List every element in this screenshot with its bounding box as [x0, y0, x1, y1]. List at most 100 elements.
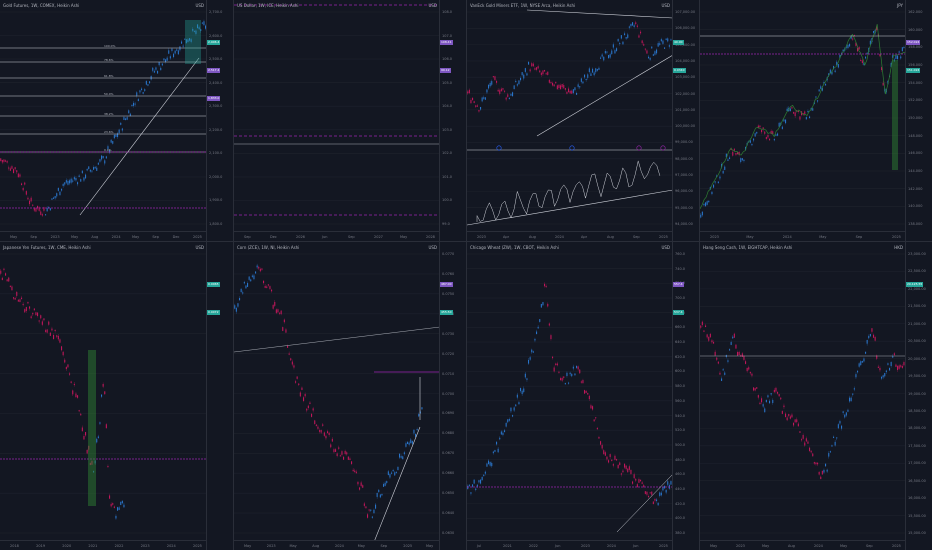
y-tick-label: 146.000 [908, 151, 923, 156]
y-tick-label: 22,000.00 [908, 286, 926, 291]
x-tick-label: Jun [633, 544, 639, 548]
chart-panel-hsi[interactable]: Hang Seng Cash, 1W, EIGHTCAP, Heikin Ash… [700, 242, 932, 550]
x-tick-label: 2024 [555, 235, 564, 239]
x-tick-label: 2025 [403, 544, 413, 548]
y-tick-label: 21,000.00 [908, 321, 926, 326]
chart-panel-yen[interactable]: Japanese Yen Futures, 1W, CME, Heikin As… [0, 242, 233, 550]
x-tick-label: 2022 [114, 544, 124, 548]
price-axis[interactable]: 23,000.00 22,500.00 22,000.00 21,500.00 21,0… [905, 242, 932, 550]
price-axis[interactable]: 2,700.0 2,600.0 2,500.0 2,400.0 2,300.0 2,200… [206, 0, 233, 241]
plot-area-wheat[interactable] [467, 242, 673, 541]
price-tag: 99.12 [440, 68, 451, 73]
price-tag: 487.00 [440, 282, 453, 287]
plot-area-corn[interactable] [234, 242, 440, 541]
price-tag: 108.41 [440, 40, 453, 45]
x-tick-label: 2024 [607, 544, 616, 548]
x-tick-label: May [289, 544, 297, 548]
y-tick-label: 480.0 [675, 457, 686, 462]
y-tick-label: 107,000.00 [675, 10, 696, 14]
y-tick-label: 19,000.00 [908, 391, 926, 396]
time-axis[interactable]: Jul 2021 2022 Jun 2023 2024 Jun 2025 [467, 540, 673, 550]
chart-panel-usdjpy[interactable]: JPY 162.000 160.000 158.000 156.000 154.000 15… [700, 0, 932, 241]
time-axis[interactable]: 2023 Apr Aug 2024 Apr Aug Sep 2025 [467, 231, 673, 241]
plot-area-yen[interactable] [0, 242, 207, 541]
y-tick-label: 16,500.00 [908, 478, 926, 483]
y-tick-label: 105.0 [442, 80, 453, 85]
x-tick-label: May [710, 544, 718, 548]
y-tick-label: 99,000.00 [675, 140, 693, 145]
price-axis[interactable]: 107,000.00 106,000.00 105,000.00 104,000.00… [672, 0, 699, 241]
time-axis[interactable]: 2023 May 2024 May Sep 2025 [700, 231, 906, 241]
chart-panel-miners[interactable]: VanEck Gold Miners ETF, 1W, NYSE Arca, H… [467, 0, 699, 241]
x-tick-label: May [10, 235, 18, 239]
x-tick-label: 2024 [782, 235, 792, 239]
y-tick-label: 23,000.00 [908, 252, 926, 256]
y-tick-label: 0.0710 [442, 371, 455, 376]
col-separator-3 [699, 0, 700, 550]
fib-label: 100.0% [104, 44, 116, 48]
y-tick-label: 17,000.00 [908, 461, 926, 466]
price-axis[interactable]: 0.07700.07600.07500.07400.07300.07200.07… [439, 242, 466, 550]
chart-panel-wheat[interactable]: Chicago Wheat (ZW), 1W, CBOT, Heikin Ash… [467, 242, 699, 550]
y-tick-label: 2,400.0 [209, 80, 223, 85]
panel-title: Gold Futures, 1W, COMEX, Heikin Ashi [3, 3, 80, 8]
plot-area-gold[interactable] [0, 0, 207, 232]
panel-title: Japanese Yen Futures, 1W, CME, Heikin As… [3, 245, 91, 250]
trend-line [79, 57, 200, 216]
short-position-box [892, 60, 898, 170]
price-tag: 0.0340 [673, 68, 686, 73]
y-tick-label: 660.0 [675, 325, 686, 330]
y-tick-label: 106.0 [442, 57, 453, 62]
x-tick-label: Aug [529, 235, 536, 239]
y-tick-label: 2,600.0 [209, 33, 223, 38]
time-axis[interactable]: Sep Dec 2026 Jun Sep 2027 May 2028 [234, 231, 440, 241]
plot-area-hsi[interactable] [700, 242, 906, 541]
y-tick-label: 0.0720 [442, 351, 455, 356]
chart-panel-dxy[interactable]: US Dollar, 1W, ICE, Heikin Ashi USD 108.0 1… [234, 0, 466, 241]
x-tick-label: 2023 [581, 544, 590, 548]
x-tick-label: 2023 [736, 544, 745, 548]
y-tick-label: 100,000.00 [675, 124, 696, 129]
col-separator-1 [233, 0, 234, 550]
x-tick-label: Sep [30, 235, 37, 239]
trend-line [616, 473, 673, 533]
x-tick-label: Aug [788, 544, 795, 548]
plot-area-usdjpy[interactable] [700, 0, 906, 232]
price-axis[interactable]: 0.0065 0.0072 [206, 242, 233, 550]
currency-label: USD [195, 3, 204, 8]
fib-label: 0.0% [104, 148, 112, 152]
plot-area-dxy[interactable] [234, 0, 440, 232]
time-axis[interactable]: 2018 2019 2020 2021 2022 2023 2024 2025 [0, 540, 207, 550]
time-axis[interactable]: May Sep 2023 May Aug 2024 May Sep Dec 2025 [0, 231, 207, 241]
x-tick-label: 2023 [140, 544, 150, 548]
x-tick-label: May [244, 544, 252, 548]
y-tick-label: 160.000 [908, 27, 923, 32]
y-tick-label: 19,500.00 [908, 374, 926, 379]
x-tick-label: 2023 [477, 235, 486, 239]
price-axis[interactable]: 760.0740.0720.0700.0680.0660.0640.0620.0… [672, 242, 699, 550]
price-tag: 151.024 [906, 68, 921, 73]
fib-label: 23.6% [104, 130, 114, 134]
y-tick-label: 158.000 [908, 45, 923, 50]
y-tick-label: 400.0 [675, 516, 686, 521]
price-axis[interactable]: 162.000 160.000 158.000 156.000 154.000 152.0… [905, 0, 932, 241]
y-tick-label: 150.000 [908, 116, 923, 120]
plot-area-miners[interactable] [467, 0, 673, 232]
col-separator-2 [466, 0, 467, 550]
chart-panel-corn[interactable]: Corn (ZCE), 1W, NI, Heikin Ashi USD 0.0770… [234, 242, 466, 550]
y-tick-label: 0.0730 [442, 331, 455, 336]
x-tick-label: Sep [855, 235, 863, 239]
chart-panel-gold[interactable]: Gold Futures, 1W, COMEX, Heikin Ashi USD 2… [0, 0, 233, 241]
x-tick-label: Sep [866, 544, 873, 548]
currency-label: USD [428, 3, 437, 8]
y-tick-label: 96,000.00 [675, 189, 693, 194]
time-axis[interactable]: May 2023 May Aug 2024 May Sep 2025 May [234, 540, 440, 550]
price-axis[interactable]: 108.0 107.0 106.0 105.0 104.0 103.0 102.0 101.0… [439, 0, 466, 241]
x-tick-label: 2018 [10, 544, 19, 548]
price-tag: 537.4 [673, 310, 684, 315]
y-tick-label: 101,000.00 [675, 107, 696, 112]
y-tick-label: 21,500.00 [908, 304, 926, 309]
time-axis[interactable]: May 2023 May Aug 2024 May Sep 2025 [700, 540, 906, 550]
y-tick-label: 15,000.00 [908, 531, 926, 535]
x-tick-label: 2024 [814, 544, 823, 548]
